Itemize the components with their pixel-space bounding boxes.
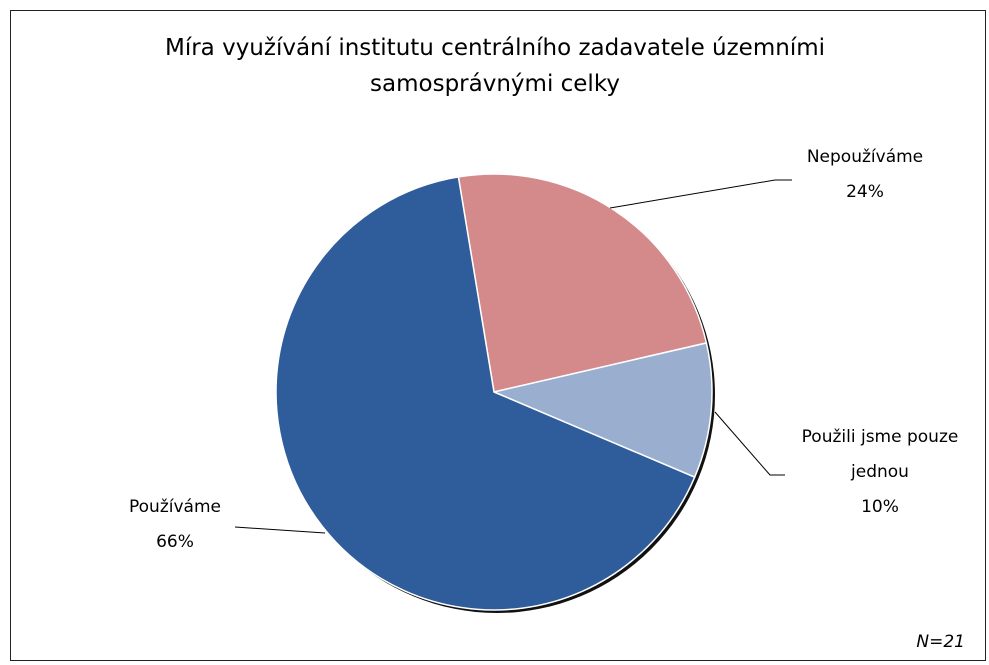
slice-label: Nepoužíváme 24% [760, 140, 970, 210]
slice-label: Používáme 66% [90, 490, 260, 560]
chart-title: Míra využívání institutu centrálního zad… [164, 35, 825, 97]
slice-label: Použili jsme pouze jednou 10% [775, 420, 985, 525]
pie-slice [457, 173, 708, 393]
pie-slice [275, 176, 696, 611]
leader-line [714, 411, 785, 476]
value-label: 10% [861, 497, 899, 517]
value-label: 24% [846, 182, 884, 202]
annotation: N=21 [916, 632, 965, 652]
leader-line [609, 179, 792, 209]
category-label: Nepoužíváme [806, 147, 924, 167]
value-label: 66% [156, 532, 194, 552]
category-label: Používáme [129, 497, 221, 517]
pie-slice [491, 342, 713, 479]
leader-line [234, 526, 326, 534]
category-label: Použili jsme pouze jednou [801, 427, 959, 482]
